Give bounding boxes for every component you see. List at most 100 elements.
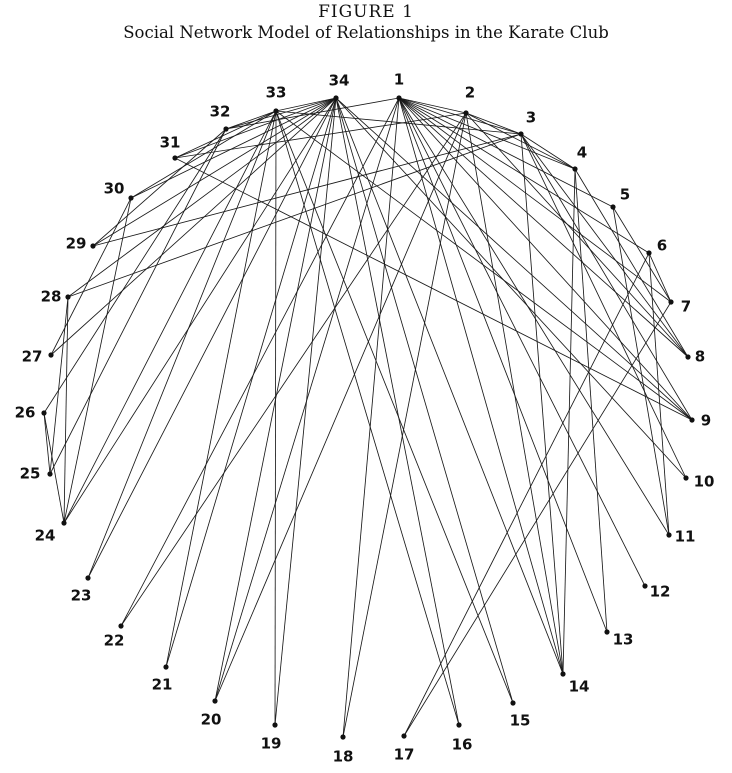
node-1 [396,95,402,101]
node-label-18: 18 [333,748,354,766]
node-27 [48,352,54,358]
edge-24-26 [43,412,65,524]
edge-1-9 [398,97,693,421]
edge-4-8 [574,168,689,358]
edge-3-14 [520,133,564,675]
node-label-21: 21 [152,676,173,694]
edge-26-32 [43,128,227,414]
node-21 [163,664,169,670]
edge-27-30 [50,197,132,356]
node-label-6: 6 [657,237,667,255]
node-label-27: 27 [22,348,43,366]
edge-24-34 [63,97,337,524]
edge-30-34 [130,97,337,199]
node-18 [340,734,346,740]
edge-9-34 [335,97,693,421]
node-label-5: 5 [620,186,630,204]
edge-29-32 [92,128,227,247]
edge-24-28 [63,296,69,524]
node-16 [456,722,462,728]
node-label-17: 17 [394,746,415,764]
edge-layer [43,97,693,738]
node-28 [65,294,71,300]
edge-2-20 [214,112,467,702]
node-2 [463,110,469,116]
edge-1-2 [398,97,467,114]
figure-number: FIGURE 1 [318,2,414,22]
edge-2-3 [465,112,522,135]
edge-3-28 [67,133,522,298]
node-label-7: 7 [681,298,691,316]
node-label-1: 1 [394,71,404,89]
node-20 [212,698,218,704]
edge-32-33 [225,110,277,130]
node-layer [41,95,695,740]
edge-24-30 [63,197,132,524]
node-label-29: 29 [66,235,87,253]
node-label-34: 34 [329,72,350,90]
node-34 [333,95,339,101]
node-label-14: 14 [569,678,590,696]
node-12 [642,583,648,589]
node-7 [668,299,674,305]
node-label-11: 11 [675,528,696,546]
edge-4-13 [574,168,608,633]
edge-1-4 [398,97,576,170]
edge-2-22 [120,112,467,627]
edge-16-33 [275,110,460,726]
node-25 [47,471,53,477]
edge-6-17 [403,252,650,737]
node-30 [128,195,134,201]
node-label-2: 2 [465,84,475,102]
node-33 [273,108,279,114]
edge-2-8 [465,112,689,358]
node-label-15: 15 [510,712,531,730]
edge-2-31 [174,112,467,159]
edge-1-13 [398,97,608,633]
node-19 [272,722,278,728]
node-3 [518,131,524,137]
edge-15-34 [335,97,514,704]
node-label-19: 19 [261,735,282,753]
edge-1-32 [225,97,400,130]
edge-14-34 [335,97,564,675]
edge-7-17 [403,301,672,737]
edge-23-33 [87,110,277,579]
edge-31-34 [174,97,337,159]
edge-25-26 [43,412,51,475]
node-17 [401,733,407,739]
node-label-20: 20 [201,711,222,729]
node-label-28: 28 [41,288,62,306]
edge-1-22 [120,97,400,627]
node-label-9: 9 [701,412,711,430]
edge-20-34 [214,97,337,702]
node-13 [604,629,610,635]
edge-33-34 [275,97,337,112]
node-4 [572,166,578,172]
edge-1-14 [398,97,564,675]
node-label-32: 32 [210,103,231,121]
edge-24-33 [63,110,277,524]
edge-31-33 [174,110,277,159]
node-label-23: 23 [71,587,92,605]
edge-6-7 [648,252,672,303]
node-10 [683,475,689,481]
node-label-22: 22 [104,632,125,650]
node-label-3: 3 [526,109,536,127]
node-label-4: 4 [577,144,587,162]
node-label-24: 24 [35,527,56,545]
node-15 [510,700,516,706]
edge-2-14 [465,112,564,675]
node-29 [90,243,96,249]
edge-19-34 [274,97,337,726]
node-23 [85,575,91,581]
edge-1-12 [398,97,646,587]
edge-27-34 [50,97,337,356]
node-24 [61,520,67,526]
node-label-30: 30 [104,180,125,198]
edge-4-14 [562,168,576,675]
node-label-13: 13 [613,631,634,649]
edge-25-32 [49,128,227,475]
